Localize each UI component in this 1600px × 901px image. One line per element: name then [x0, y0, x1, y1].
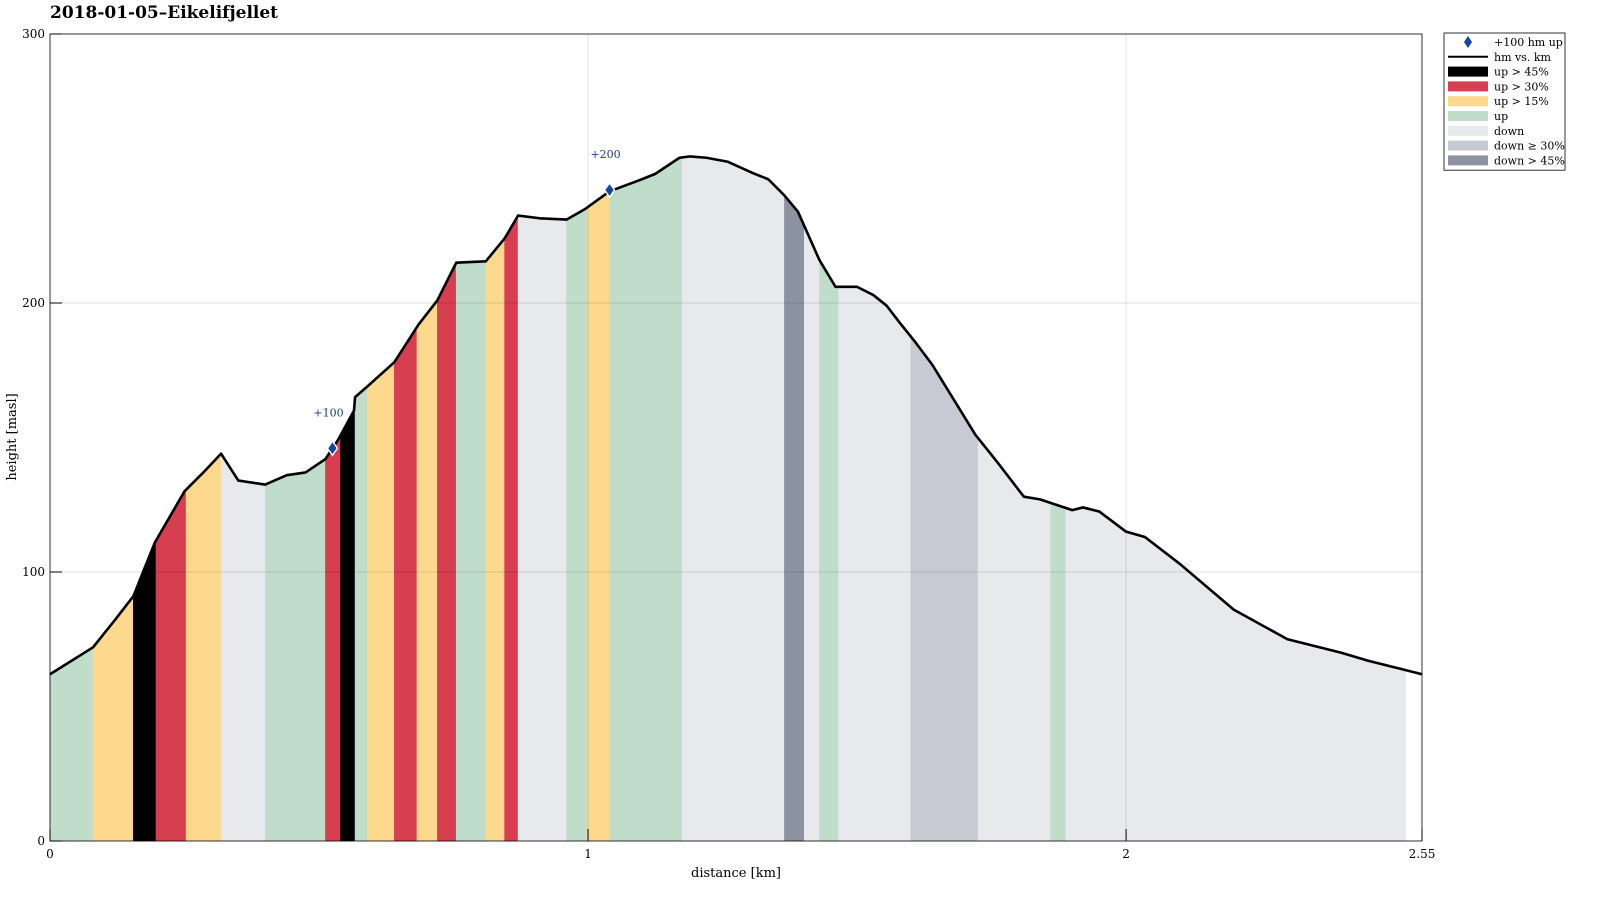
legend-item: up > 30%: [1448, 80, 1549, 93]
y-axis-title: height [masl]: [5, 393, 20, 480]
legend-label: up > 30%: [1494, 80, 1549, 93]
segment-down: [838, 286, 912, 842]
legend-item: +100 hm up: [1464, 36, 1563, 49]
milestone-marker: [326, 440, 339, 457]
chart-title: 2018-01-05–Eikelifjellet: [50, 3, 278, 23]
legend-label: up > 15%: [1494, 95, 1549, 108]
segment-up30: [504, 214, 519, 842]
y-tick-label: 200: [22, 296, 45, 310]
segment-down: [804, 225, 820, 842]
x-tick-label: 2.55: [1409, 847, 1436, 861]
grid-lines: [50, 34, 1422, 841]
segment-up45: [340, 397, 356, 842]
milestone-label: +200: [590, 148, 620, 161]
segment-up15: [185, 452, 222, 842]
segment-up30: [437, 262, 457, 842]
segment-up: [264, 458, 326, 842]
segment-up15: [367, 361, 395, 842]
segment-up: [609, 157, 683, 842]
legend-label: up: [1494, 110, 1508, 123]
legend-label: hm vs. km: [1494, 51, 1552, 64]
legend-item: down > 45%: [1448, 154, 1565, 167]
segment-up30: [155, 488, 187, 842]
legend-label: down ≥ 30%: [1494, 140, 1565, 153]
legend-patch-swatch: [1448, 111, 1488, 121]
segment-up: [819, 258, 840, 842]
segment-bands: [49, 156, 1407, 842]
plot-area: +100 +200 0 1 2 2.55 0 100 200 300: [22, 27, 1435, 861]
segment-up15: [586, 190, 610, 842]
legend-label: up > 45%: [1494, 66, 1549, 79]
segment-up15: [92, 595, 134, 842]
legend-patch-swatch: [1448, 96, 1488, 107]
segment-up30: [325, 435, 341, 842]
y-tick-label: 0: [37, 834, 45, 848]
milestone-label: +100: [313, 406, 343, 419]
x-tick-label: 1: [584, 847, 592, 861]
x-tick-label: 0: [46, 847, 54, 861]
segment-up30: [394, 326, 418, 842]
legend-item: up > 15%: [1448, 95, 1549, 108]
legend-patch-swatch: [1448, 140, 1488, 151]
segment-up: [354, 385, 368, 842]
segment-up: [49, 646, 94, 842]
y-tick-label: 100: [22, 565, 45, 579]
legend-patch-swatch: [1448, 125, 1488, 136]
legend-item: down: [1448, 125, 1524, 138]
x-tick-label: 2: [1122, 847, 1130, 861]
legend-label: down > 45%: [1494, 154, 1565, 167]
legend-patch-swatch: [1448, 155, 1488, 166]
segment-up: [1050, 502, 1067, 842]
segment-down: [220, 452, 266, 842]
legend-item: hm vs. km: [1448, 51, 1552, 64]
segment-down30: [910, 335, 979, 842]
milestone-marker: [603, 181, 616, 199]
x-axis-title: distance [km]: [691, 866, 781, 881]
legend-item: up > 45%: [1448, 66, 1549, 79]
segment-down: [681, 156, 785, 842]
segment-down: [1065, 507, 1407, 842]
segment-up15: [485, 237, 505, 842]
legend-item: up: [1448, 110, 1508, 123]
legend-label: +100 hm up: [1494, 36, 1563, 49]
profile-line: [49, 155, 1423, 676]
legend-patch-swatch: [1448, 66, 1488, 77]
segment-up15: [416, 299, 438, 842]
legend-marker-swatch: [1464, 36, 1472, 48]
marker-group: +100 +200: [313, 148, 621, 457]
legend: +100 hm up hm vs. km up > 45%up > 30% up > …: [1443, 32, 1566, 171]
segment-down: [517, 215, 567, 842]
legend-item: down ≥ 30%: [1448, 140, 1565, 153]
segment-down45: [784, 194, 805, 842]
legend-patch-swatch: [1448, 81, 1488, 92]
x-axis-ticks: 0 1 2 2.55: [46, 829, 1435, 861]
segment-up: [455, 260, 487, 842]
y-axis-ticks: 0 100 200 300: [22, 27, 62, 848]
legend-label: down: [1494, 125, 1524, 138]
y-tick-label: 300: [22, 27, 45, 41]
plot-frame: [49, 33, 1423, 842]
